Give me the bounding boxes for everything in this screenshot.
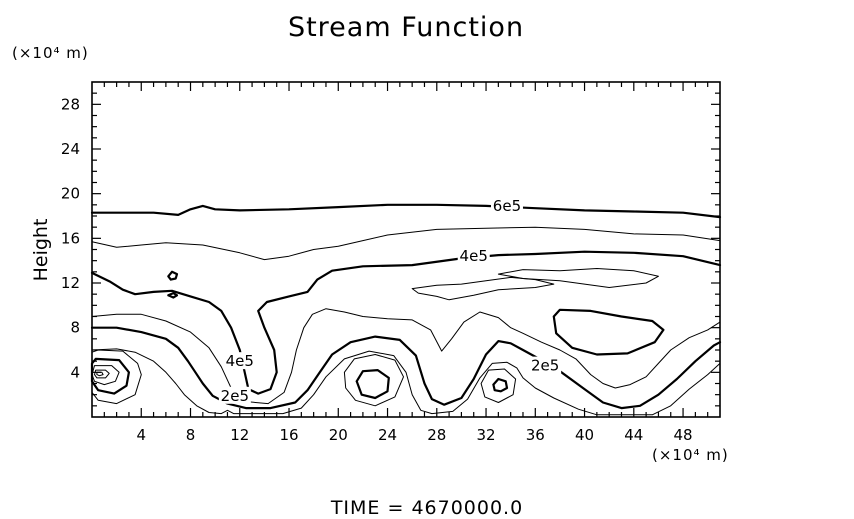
axis-ticks	[92, 82, 720, 417]
time-readout: TIME = 4670000.0	[0, 497, 854, 519]
contour-label-bg-4	[218, 386, 251, 404]
contour-line-9	[90, 357, 130, 395]
y-axis-unit-label: (×10⁴ m)	[12, 44, 89, 62]
contour-label-0: 6e5	[493, 197, 521, 215]
x-tick-label-40: 40	[575, 426, 594, 444]
contour-label-bg-3	[529, 356, 562, 374]
contour-lines	[90, 203, 722, 416]
y-tick-label-8: 8	[70, 319, 80, 337]
plot-frame	[91, 81, 721, 418]
x-tick-label-48: 48	[674, 426, 693, 444]
y-tick-label-16: 16	[61, 229, 80, 247]
y-tick-label-24: 24	[61, 140, 80, 158]
x-tick-label-44: 44	[624, 426, 643, 444]
x-axis-unit-label: (×10⁴ m)	[652, 446, 729, 464]
x-tick-label-36: 36	[526, 426, 545, 444]
contour-line-17	[552, 308, 665, 356]
x-tick-label-12: 12	[230, 426, 249, 444]
x-tick-label-28: 28	[427, 426, 446, 444]
contour-line-4	[497, 268, 659, 288]
contour-line-15	[480, 368, 517, 403]
contour-line-16	[492, 377, 509, 393]
time-label: TIME =	[330, 497, 405, 519]
y-tick-label-4: 4	[70, 363, 80, 381]
contour-line-19	[167, 292, 179, 299]
contour-line-6	[90, 326, 722, 410]
contour-line-12	[96, 371, 104, 377]
contour-label-3: 2e5	[531, 357, 559, 375]
y-tick-label-20: 20	[61, 185, 80, 203]
contour-labels: 6e5 4e5 4e5 2e5 2e5	[218, 196, 562, 405]
contour-line-3	[411, 276, 555, 301]
contour-line-13	[343, 354, 404, 407]
contour-line-1	[91, 226, 721, 261]
contour-label-4: 2e5	[221, 387, 249, 405]
contour-line-14	[355, 369, 390, 400]
contour-label-bg-2	[223, 352, 256, 370]
y-tick-label-28: 28	[61, 95, 80, 113]
time-value: 4670000.0	[411, 497, 524, 519]
contour-line-0	[90, 203, 722, 219]
x-tick-label-16: 16	[279, 426, 298, 444]
x-tick-label-32: 32	[476, 426, 495, 444]
x-tick-label-24: 24	[378, 426, 397, 444]
y-tick-label-12: 12	[61, 274, 80, 292]
contour-label-2: 4e5	[226, 352, 254, 370]
contour-line-11	[94, 369, 110, 379]
x-tick-label-8: 8	[186, 426, 196, 444]
x-tick-label-20: 20	[329, 426, 348, 444]
contour-line-5	[91, 308, 721, 405]
contour-line-7	[91, 348, 721, 416]
x-tick-label-4: 4	[136, 426, 146, 444]
contour-label-1: 4e5	[460, 247, 488, 265]
contour-line-10	[91, 365, 120, 386]
contour-label-bg-1	[457, 247, 490, 265]
contour-line-18	[167, 270, 179, 281]
chart-title: Stream Function	[287, 12, 525, 43]
contour-label-bg-0	[490, 196, 523, 214]
